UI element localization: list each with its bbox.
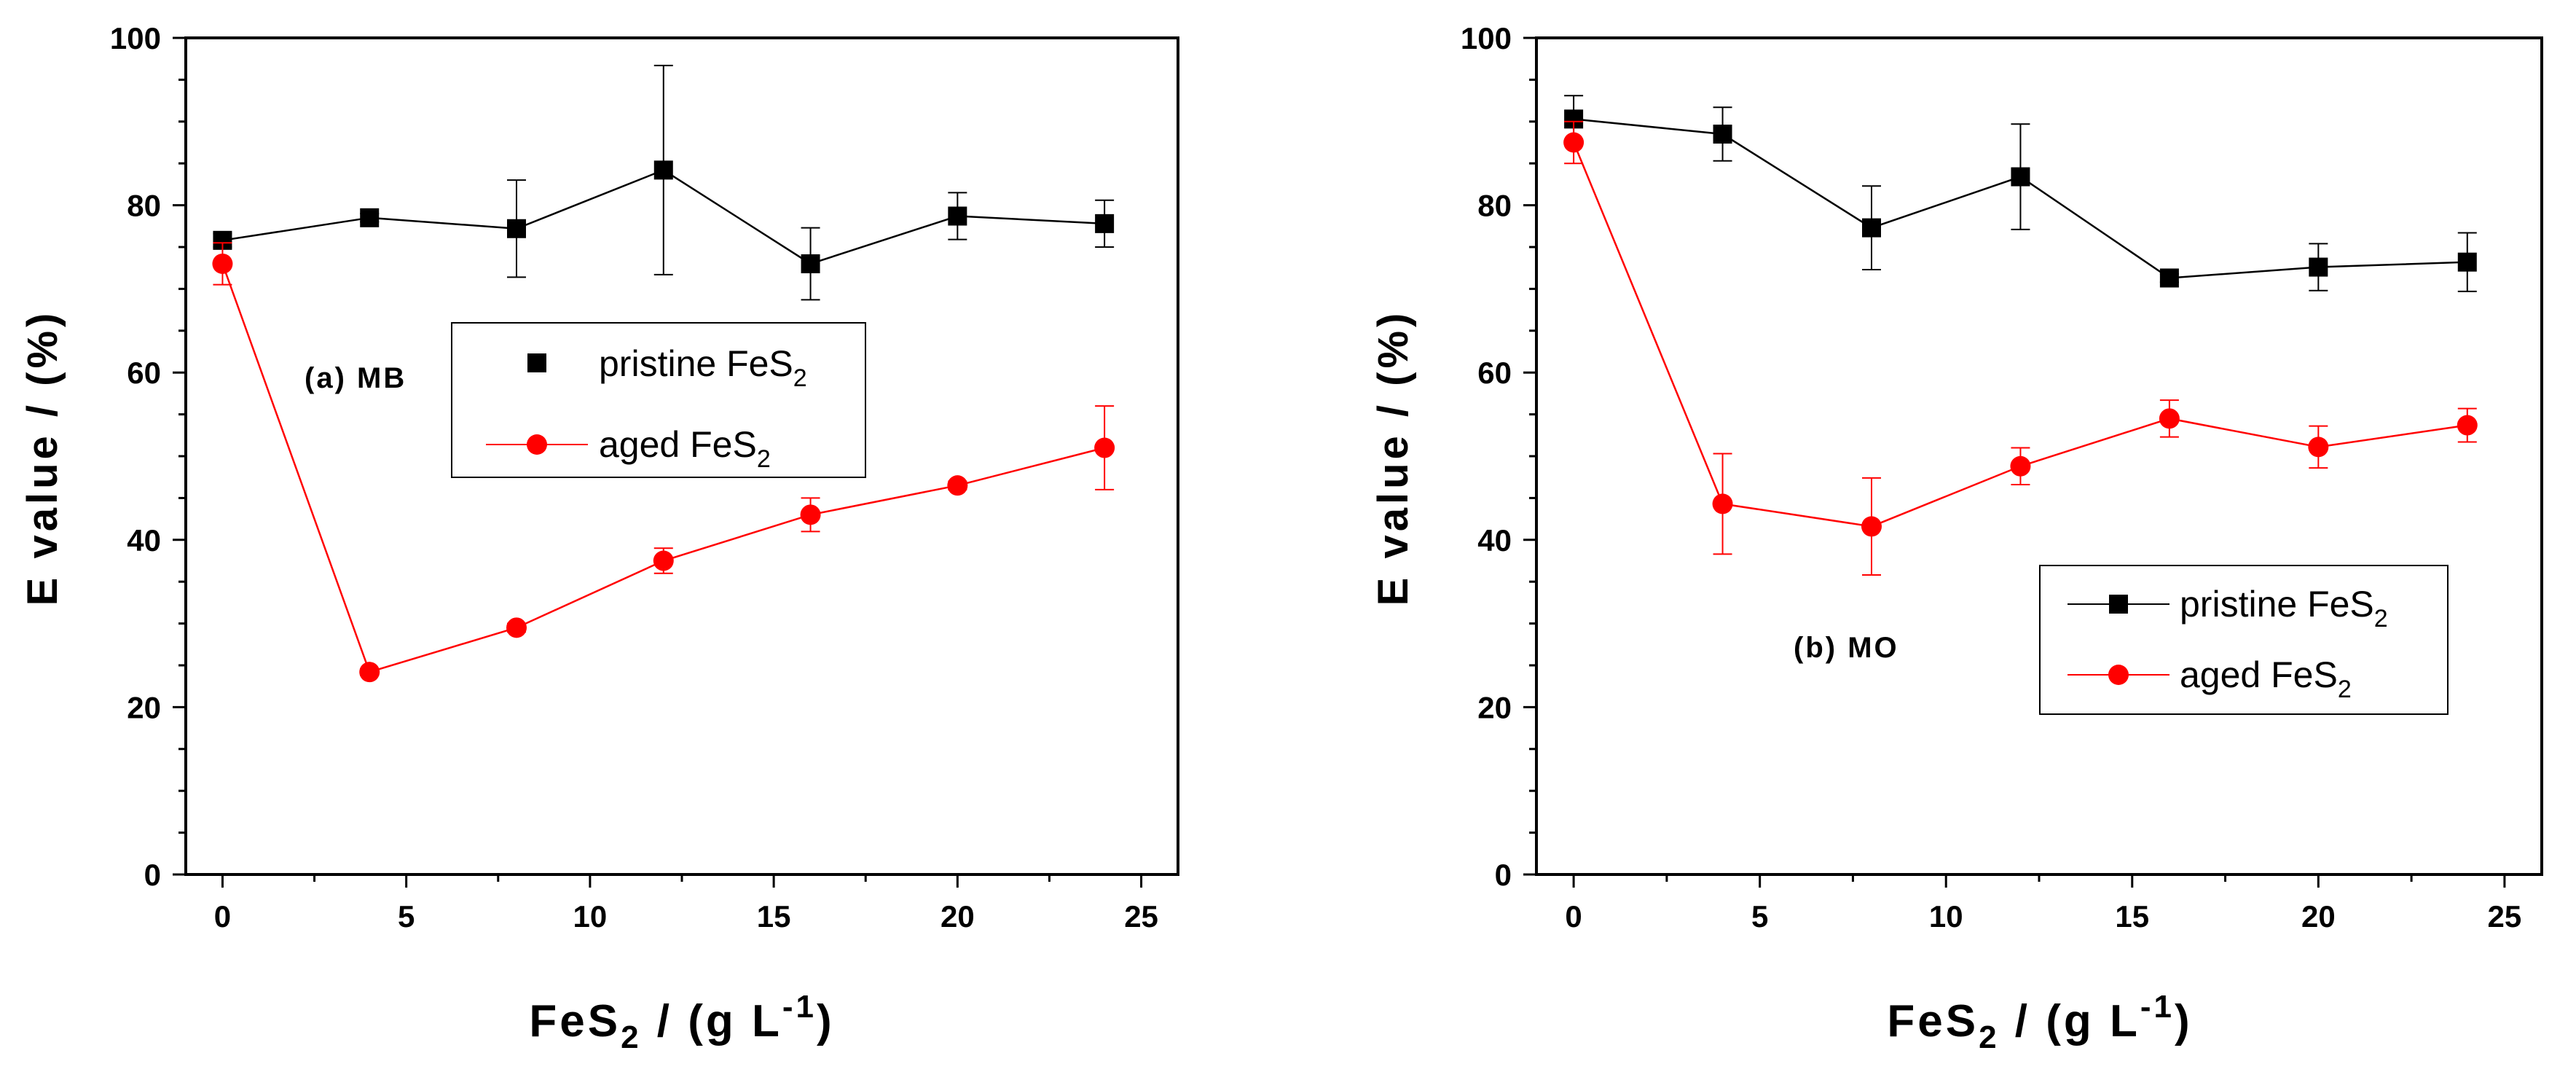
data-point bbox=[2159, 408, 2180, 429]
legend-box bbox=[451, 322, 866, 478]
y-tick-label: 20 bbox=[1477, 690, 1512, 724]
ticks bbox=[173, 36, 1143, 888]
data-point bbox=[653, 550, 674, 571]
x-tick-labels: 0 5 10 15 20 25 bbox=[214, 899, 1158, 934]
legend-label-aged: aged FeS2 bbox=[599, 424, 771, 473]
y-tick-labels: 0 20 40 60 80 100 bbox=[110, 21, 161, 892]
data-point bbox=[507, 219, 526, 238]
ticks bbox=[1523, 36, 2506, 888]
y-axis-title: E value / (%) bbox=[1370, 310, 1417, 606]
data-point bbox=[1713, 125, 1732, 144]
x-tick-label: 15 bbox=[757, 899, 791, 934]
data-point bbox=[1563, 132, 1585, 153]
panel-a: 0 5 10 15 20 25 0 20 40 60 80 100 (a) MB pristine … bbox=[19, 21, 1179, 1055]
legend-box bbox=[2039, 565, 2449, 715]
data-point bbox=[801, 254, 820, 273]
data-point bbox=[1862, 218, 1881, 238]
x-tick-labels: 0 5 10 15 20 25 bbox=[1565, 899, 2521, 934]
legend-marker-pristine bbox=[527, 353, 546, 372]
series-aged bbox=[1563, 120, 2478, 576]
data-point bbox=[653, 160, 673, 180]
y-tick-label: 80 bbox=[1477, 189, 1512, 223]
y-tick-label: 20 bbox=[127, 690, 161, 724]
data-point bbox=[2457, 415, 2478, 436]
panel-annotation: (a) MB bbox=[305, 362, 407, 394]
data-point bbox=[2309, 257, 2328, 277]
data-point bbox=[947, 475, 968, 496]
series-layer bbox=[212, 64, 1115, 683]
data-point bbox=[1861, 516, 1882, 537]
x-tick-label: 5 bbox=[1751, 899, 1768, 934]
legend-label-aged: aged FeS2 bbox=[2180, 654, 2352, 703]
data-point bbox=[2457, 252, 2477, 272]
plot-frame bbox=[1535, 36, 2543, 876]
y-tick-label: 40 bbox=[127, 523, 161, 557]
series-aged bbox=[212, 242, 1115, 683]
series-pristine bbox=[1564, 95, 2477, 292]
x-tick-label: 0 bbox=[1565, 899, 1582, 934]
x-axis-title: FeS2 / (g L-1) bbox=[529, 989, 834, 1055]
y-tick-label: 100 bbox=[1461, 21, 1512, 55]
data-point bbox=[2010, 455, 2031, 477]
legend-label-pristine: pristine FeS2 bbox=[2180, 584, 2388, 633]
data-point bbox=[2159, 268, 2179, 288]
x-tick-label: 20 bbox=[2301, 899, 2336, 934]
y-tick-label: 0 bbox=[144, 858, 161, 892]
x-tick-label: 0 bbox=[214, 899, 231, 934]
data-point bbox=[1094, 437, 1115, 458]
legend-marker-aged bbox=[2108, 665, 2129, 685]
y-tick-label: 40 bbox=[1477, 523, 1512, 557]
x-tick-label: 10 bbox=[1929, 899, 1963, 934]
legend-label-pristine: pristine FeS2 bbox=[599, 343, 807, 392]
data-point bbox=[1712, 493, 1733, 514]
x-tick-label: 5 bbox=[398, 899, 415, 934]
data-point bbox=[212, 253, 233, 274]
x-tick-label: 10 bbox=[573, 899, 608, 934]
y-tick-label: 0 bbox=[1495, 858, 1512, 892]
y-tick-label: 60 bbox=[1477, 356, 1512, 390]
panel-annotation: (b) MO bbox=[1794, 632, 1899, 664]
y-tick-labels: 0 20 40 60 80 100 bbox=[1461, 21, 1512, 892]
data-point bbox=[359, 662, 380, 683]
data-point bbox=[506, 617, 527, 638]
x-axis-title: FeS2 / (g L-1) bbox=[1887, 989, 2192, 1055]
y-tick-label: 80 bbox=[127, 189, 161, 223]
data-point bbox=[800, 504, 821, 525]
legend-marker-pristine bbox=[2109, 595, 2128, 614]
y-axis-title: E value / (%) bbox=[19, 310, 66, 606]
data-point bbox=[360, 208, 380, 227]
x-tick-label: 20 bbox=[941, 899, 975, 934]
data-point bbox=[948, 206, 967, 226]
data-point bbox=[2308, 437, 2329, 458]
panel-b: 0 5 10 15 20 25 0 20 40 60 80 100 (b) MO pristine … bbox=[1370, 21, 2543, 1055]
series-pristine bbox=[213, 64, 1115, 301]
y-tick-label: 100 bbox=[110, 21, 161, 55]
x-tick-label: 15 bbox=[2115, 899, 2149, 934]
series-layer bbox=[1563, 95, 2478, 576]
x-tick-label: 25 bbox=[1124, 899, 1158, 934]
y-tick-label: 60 bbox=[127, 356, 161, 390]
data-point bbox=[1095, 214, 1115, 233]
data-point bbox=[2011, 167, 2030, 187]
x-tick-label: 25 bbox=[2488, 899, 2522, 934]
